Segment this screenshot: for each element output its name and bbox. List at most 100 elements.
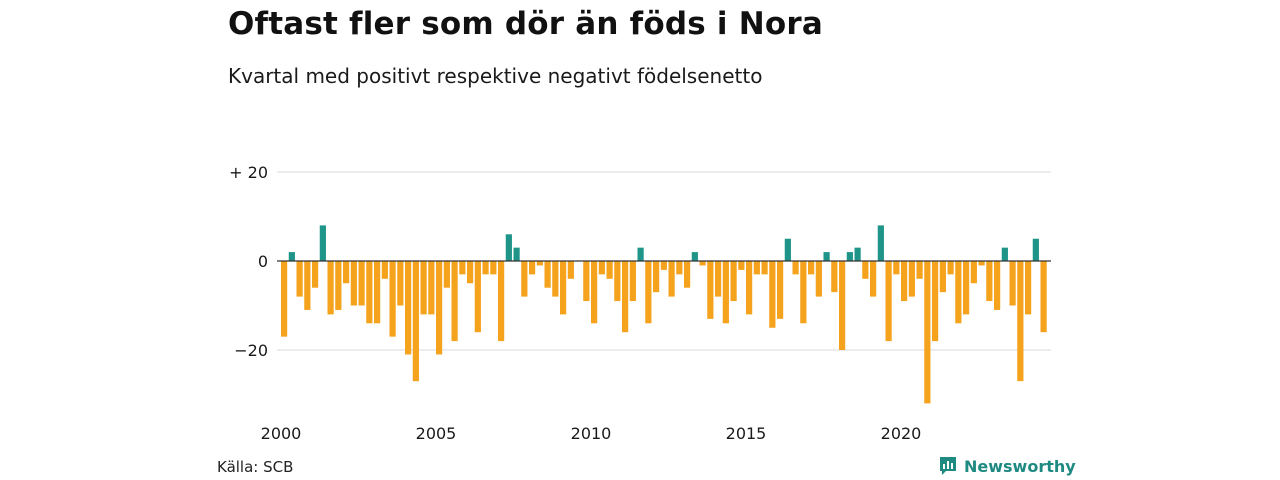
newsworthy-logo-icon [940,457,956,475]
bar-negative [436,261,443,355]
bar-negative [381,261,388,279]
bar-positive [637,247,644,261]
bar-negative [405,261,412,355]
chart-subtitle: Kvartal med positivt respektive negativt… [228,64,763,88]
bar-negative [986,261,993,302]
bar-negative [885,261,892,342]
bar-negative [350,261,357,306]
bar-negative [916,261,923,279]
bar-negative [707,261,714,319]
x-tick-label: 2005 [416,424,457,443]
y-tick-label: 0 [258,252,268,271]
bar-positive [1032,238,1039,261]
bar-negative [552,261,559,297]
bar-negative [304,261,311,310]
bar-positive [784,238,791,261]
bar-negative [343,261,350,284]
bar-negative [978,261,985,266]
bar-negative [1017,261,1024,382]
bar-negative [769,261,776,328]
bar-positive [513,247,520,261]
bar-negative [327,261,334,315]
bar-negative [870,261,877,297]
y-tick-label: + 20 [229,163,268,182]
bar-negative [645,261,652,324]
y-tick-label: −20 [234,341,268,360]
bar-negative [529,261,536,275]
bar-positive [1001,247,1008,261]
bar-negative [684,261,691,288]
bar-negative [606,261,613,279]
bar-negative [676,261,683,275]
bar-negative [924,261,931,404]
bar-negative [862,261,869,279]
brand-name: Newsworthy [964,456,1076,476]
bar-negative [839,261,846,350]
bar-negative [715,261,722,297]
bar-negative [412,261,419,382]
bar-negative [474,261,481,333]
bar-negative [792,261,799,275]
bar-positive [319,225,326,261]
bar-negative [614,261,621,302]
bar-positive [691,252,698,261]
bar-negative [1009,261,1016,306]
bar-negative [312,261,319,288]
bar-negative [932,261,939,342]
bar-negative [653,261,660,293]
bar-negative [281,261,288,337]
bar-negative [521,261,528,297]
bar-negative [482,261,489,275]
bar-negative [730,261,737,302]
bar-positive [505,234,512,261]
bar-negative [536,261,543,266]
bar-negative [963,261,970,315]
bar-negative [901,261,908,302]
bar-negative [389,261,396,337]
bar-negative [1025,261,1032,315]
bar-negative [1040,261,1047,333]
bar-negative [955,261,962,324]
bar-negative [467,261,474,284]
bar-negative [668,261,675,297]
bar-negative [808,261,815,275]
bar-negative [490,261,497,275]
bar-negative [459,261,466,275]
bar-negative [939,261,946,293]
bar-negative [583,261,590,302]
bar-negative [598,261,605,275]
bar-negative [622,261,629,333]
bar-positive [288,252,295,261]
bar-negative [994,261,1001,310]
bar-negative [374,261,381,324]
x-tick-label: 2015 [726,424,767,443]
bar-negative [970,261,977,284]
bar-negative [777,261,784,319]
bar-negative [443,261,450,288]
bar-negative [629,261,636,302]
bar-negative [451,261,458,342]
bar-negative [591,261,598,324]
bar-negative [815,261,822,297]
bar-negative [893,261,900,275]
bar-negative [947,261,954,275]
x-tick-label: 2000 [261,424,302,443]
bar-negative [800,261,807,324]
bar-negative [831,261,838,293]
bar-negative [335,261,342,310]
chart-title: Oftast fler som dör än föds i Nora [228,6,823,42]
x-tick-label: 2010 [571,424,612,443]
bar-positive [877,225,884,261]
source-note: Källa: SCB [217,458,294,476]
bar-negative [544,261,551,288]
bar-positive [854,247,861,261]
bar-negative [296,261,303,297]
bar-negative [753,261,760,275]
bar-negative [722,261,729,324]
bar-negative [908,261,915,297]
bar-negative [420,261,427,315]
bar-negative [560,261,567,315]
bar-negative [761,261,768,275]
axes: + 20 0 −20 2000 2005 2010 2015 2020 [229,163,1051,443]
bar-negative [366,261,373,324]
